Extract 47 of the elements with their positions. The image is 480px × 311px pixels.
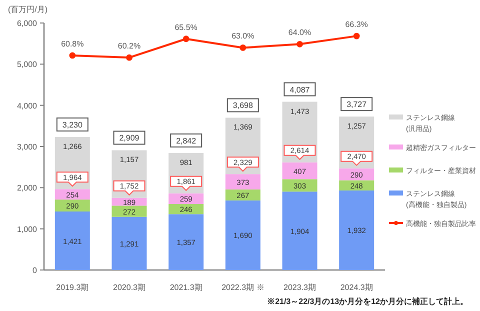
- bar: [112, 216, 147, 270]
- bar: [54, 212, 90, 270]
- total-label: 4,087: [290, 85, 310, 94]
- bar: [112, 206, 147, 217]
- bar: [282, 179, 318, 192]
- text: ※21/3～22/3月の13か月分を12か月分に補正して計上。: [267, 297, 468, 306]
- total-label: 3,230: [62, 120, 83, 130]
- bar: [225, 174, 260, 190]
- bar: [282, 192, 318, 270]
- total-label: 2,909: [119, 134, 140, 143]
- total-label: 2,842: [176, 136, 197, 146]
- y-axis-title: (百万円/月): [8, 5, 48, 14]
- bar: [282, 162, 318, 180]
- data-label: 60.8%: [61, 39, 84, 48]
- point: [240, 44, 246, 51]
- y-tick-label: 2,000: [16, 184, 38, 193]
- point: [69, 52, 76, 59]
- bar: [225, 200, 260, 270]
- x-tick-label: 2023.3期: [284, 283, 316, 292]
- total-label: 3,698: [232, 101, 254, 110]
- bar: [54, 200, 90, 212]
- bar: [339, 190, 374, 270]
- y-tick-label: 0: [32, 266, 38, 275]
- point: [296, 40, 303, 48]
- data-label: 66.3%: [345, 20, 368, 30]
- y-tick-label: 3,000: [16, 142, 38, 152]
- y-tick-label: 5,000: [16, 60, 38, 70]
- y-tick-label: 4,000: [16, 101, 38, 110]
- y-tick-label: 6,000: [16, 19, 38, 28]
- bar: [168, 214, 204, 270]
- point: [353, 32, 360, 40]
- x-tick-label: 2019.3期: [56, 283, 89, 292]
- x-tick-label: 2020.3期: [113, 283, 146, 292]
- point: [182, 36, 190, 42]
- y-tick-label: 1,000: [16, 224, 38, 234]
- x-tick-label: 2024.3期: [340, 283, 373, 292]
- bar: [339, 168, 374, 180]
- data-label: 64.0%: [288, 28, 312, 38]
- x-tick-label: 2021.3期: [170, 283, 202, 292]
- data-label: 65.5%: [174, 22, 198, 32]
- point: [126, 54, 132, 61]
- bar: [54, 189, 90, 200]
- data-label: 63.0%: [232, 32, 254, 41]
- data-label: 60.2%: [118, 42, 141, 51]
- bar: [225, 189, 260, 200]
- x-tick-label: 2022.3期 ※: [222, 283, 264, 292]
- total-label: 3,727: [346, 100, 368, 110]
